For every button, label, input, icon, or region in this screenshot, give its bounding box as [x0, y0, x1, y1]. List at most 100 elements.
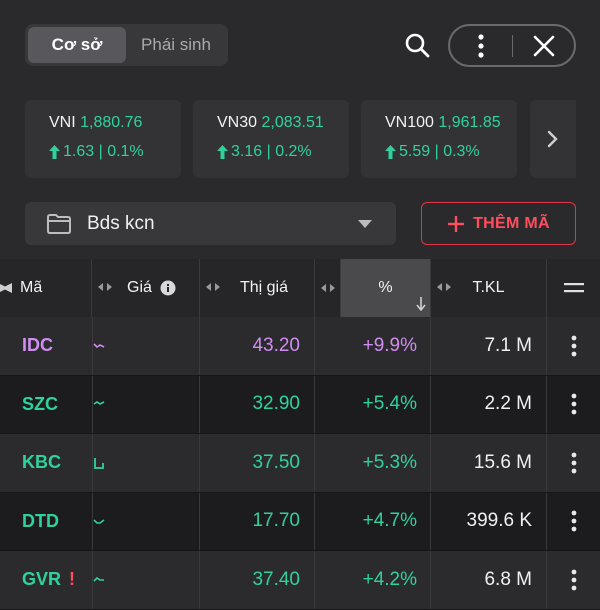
- column-header-symbol[interactable]: Mã: [0, 259, 92, 317]
- last-price: 43.20: [200, 317, 315, 375]
- index-value: 1,880.76: [80, 114, 143, 131]
- close-icon: [533, 35, 554, 56]
- symbol-cell: IDC: [0, 317, 92, 375]
- column-header-price[interactable]: Giá: [92, 259, 200, 317]
- symbol: IDC: [22, 335, 53, 356]
- market-segment-control: Cơ sở Phái sinh: [25, 24, 228, 66]
- price-cell: [92, 375, 200, 433]
- symbol: SZC: [22, 393, 58, 414]
- symbol-cell: GVR!: [0, 551, 92, 609]
- more-vertical-icon: [571, 510, 576, 532]
- sparkline-icon: [93, 401, 105, 406]
- row-menu-button[interactable]: [547, 434, 600, 492]
- warning-badge: !: [69, 569, 76, 590]
- search-icon: [405, 33, 430, 58]
- volume: 6.8 M: [431, 551, 547, 609]
- index-next-button[interactable]: [530, 100, 576, 178]
- arrow-up-icon: [385, 145, 396, 159]
- percent-change: +5.3%: [315, 434, 431, 492]
- info-icon: [160, 280, 176, 296]
- last-price: 32.90: [200, 375, 315, 433]
- stock-table: IDC 43.20 +9.9% 7.1 M SZC 32.90 +5.4% 2.…: [0, 317, 600, 610]
- index-card-vn100[interactable]: VN100 1,961.85 5.59 | 0.3%: [361, 100, 517, 178]
- sparkline-icon: [94, 457, 104, 469]
- volume: 399.6 K: [431, 492, 547, 550]
- column-header-last[interactable]: Thị giá: [200, 259, 315, 317]
- symbol: KBC: [22, 452, 61, 473]
- symbol-cell: DTD: [0, 493, 92, 551]
- price-cell: [92, 434, 200, 492]
- index-name: VN100: [385, 114, 434, 131]
- pill-divider: [512, 34, 513, 57]
- more-button[interactable]: [450, 26, 512, 65]
- symbol-cell: SZC: [0, 376, 92, 434]
- index-change: 1.63 | 0.1%: [63, 143, 144, 160]
- row-menu-button[interactable]: [547, 317, 600, 375]
- arrow-up-icon: [49, 145, 60, 159]
- chevron-right-icon: [547, 130, 558, 148]
- tab-phai-sinh[interactable]: Phái sinh: [141, 35, 211, 54]
- search-button[interactable]: [402, 30, 432, 60]
- close-button[interactable]: [513, 26, 574, 65]
- price-cell: [92, 317, 200, 375]
- index-change: 5.59 | 0.3%: [399, 143, 480, 160]
- row-menu-button[interactable]: [547, 376, 600, 434]
- percent-change: +4.2%: [315, 551, 431, 609]
- index-card-vn30[interactable]: VN30 2,083.51 3.16 | 0.2%: [193, 100, 349, 178]
- add-symbol-label: THÊM MÃ: [473, 214, 550, 232]
- top-panel: Cơ sở Phái sinh VNI 1,880.76 1.63 | 0.1%: [0, 0, 600, 259]
- column-label: Mã: [20, 279, 43, 296]
- symbol: GVR: [22, 569, 62, 590]
- table-row[interactable]: GVR! 37.40 +4.2% 6.8 M: [0, 551, 600, 610]
- column-header-percent[interactable]: %: [341, 259, 431, 317]
- last-price: 37.40: [200, 551, 315, 609]
- more-vertical-icon: [571, 335, 576, 357]
- watchlist-name: Bds kcn: [87, 212, 155, 234]
- watchlist-select[interactable]: Bds kcn: [25, 202, 396, 245]
- price-cell: [92, 551, 200, 609]
- table-row[interactable]: SZC 32.90 +5.4% 2.2 M: [0, 375, 600, 434]
- sort-arrows-icon: [320, 284, 335, 292]
- index-value: 1,961.85: [438, 114, 501, 131]
- table-row[interactable]: KBC 37.50 +5.3% 15.6 M: [0, 434, 600, 493]
- index-change: 3.16 | 0.2%: [231, 143, 312, 160]
- sparkline-icon: [93, 343, 105, 348]
- sparkline-icon: [93, 519, 105, 525]
- menu-icon: [563, 283, 584, 293]
- last-price: 37.50: [200, 434, 315, 492]
- sort-down-icon: [416, 297, 426, 311]
- sort-arrows-icon: [98, 283, 112, 291]
- more-vertical-icon: [478, 33, 484, 58]
- column-header-volume[interactable]: T.KL: [431, 259, 547, 317]
- table-row[interactable]: IDC 43.20 +9.9% 7.1 M: [0, 317, 600, 376]
- sort-arrows-icon: [0, 283, 12, 293]
- price-cell: [92, 492, 200, 550]
- row-menu-button[interactable]: [547, 493, 600, 551]
- row-menu-button[interactable]: [547, 551, 600, 609]
- action-pill: [448, 24, 576, 67]
- more-vertical-icon: [571, 393, 576, 415]
- tab-co-so[interactable]: Cơ sở: [28, 27, 126, 63]
- sort-arrows-icon: [206, 283, 220, 291]
- column-resize-handle[interactable]: [315, 259, 341, 317]
- column-label: %: [378, 279, 393, 296]
- more-vertical-icon: [571, 569, 576, 591]
- arrow-up-icon: [217, 145, 228, 159]
- symbol-cell: KBC: [0, 434, 92, 492]
- table-row[interactable]: DTD 17.70 +4.7% 399.6 K: [0, 492, 600, 551]
- column-settings-button[interactable]: [547, 259, 600, 317]
- add-symbol-button[interactable]: THÊM MÃ: [421, 202, 576, 245]
- folder-icon: [47, 213, 71, 234]
- column-label: Giá: [127, 279, 152, 296]
- caret-down-icon: [358, 220, 372, 228]
- index-card-vni[interactable]: VNI 1,880.76 1.63 | 0.1%: [25, 100, 181, 178]
- sort-arrows-icon: [437, 283, 451, 291]
- percent-change: +9.9%: [315, 317, 431, 375]
- volume: 2.2 M: [431, 375, 547, 433]
- percent-change: +4.7%: [315, 492, 431, 550]
- last-price: 17.70: [200, 492, 315, 550]
- more-vertical-icon: [571, 452, 576, 474]
- column-label: Thị giá: [239, 279, 289, 296]
- percent-change: +5.4%: [315, 375, 431, 433]
- index-name: VNI: [49, 114, 76, 131]
